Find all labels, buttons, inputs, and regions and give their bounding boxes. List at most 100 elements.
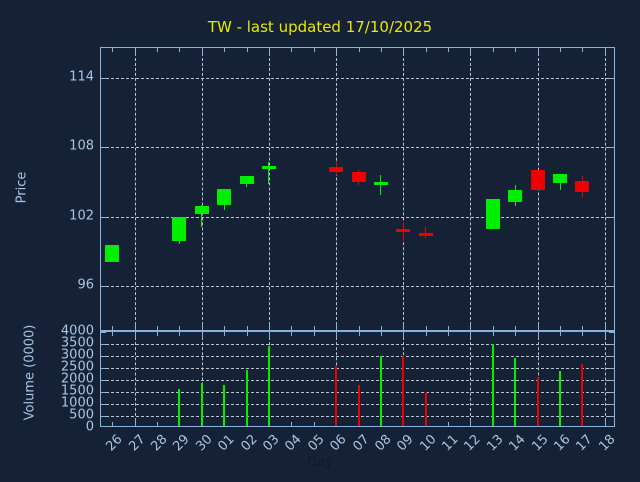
price-gridline-vertical (604, 48, 606, 330)
candle-body (508, 190, 523, 202)
price-axis-tick (609, 216, 614, 218)
day-axis-title: Day (307, 455, 333, 470)
price-x-tick (336, 323, 338, 330)
volume-x-tick-top (112, 332, 114, 336)
candle-body (530, 170, 545, 190)
volume-plot-area (100, 331, 615, 427)
volume-gridline (101, 356, 614, 357)
candle-body (485, 199, 500, 230)
volume-gridline (101, 380, 614, 381)
price-x-tick-top (134, 48, 136, 55)
volume-axis-tick (101, 404, 106, 405)
candle-body (553, 173, 568, 184)
volume-x-tick-top (470, 332, 472, 339)
price-gridline-vertical (201, 48, 203, 330)
price-x-tick (291, 326, 293, 330)
volume-x-tick-top (156, 332, 158, 336)
volume-bar (402, 356, 405, 426)
volume-axis-tick-labels: 4000 3500 3000 2500 2000 1500 1000 500 0 (20, 324, 94, 435)
volume-axis-tick-right (609, 392, 614, 393)
volume-axis-tick (101, 368, 106, 369)
volume-gridline-vertical (470, 332, 472, 426)
volume-tick-label: 1000 (60, 395, 94, 411)
price-x-tick-top (336, 48, 338, 55)
price-axis-title: Price (14, 171, 30, 204)
volume-x-tick-top (403, 332, 405, 339)
volume-bar (581, 363, 584, 426)
volume-tick-label: 2000 (60, 371, 94, 387)
volume-x-tick-top (604, 332, 606, 339)
candle-body (172, 216, 187, 241)
volume-x-tick-top (537, 332, 539, 339)
volume-bar (514, 357, 517, 426)
price-gridline-vertical (336, 48, 338, 330)
price-axis-tick (101, 285, 106, 287)
price-x-tick (358, 326, 360, 330)
price-gridline-vertical (268, 48, 270, 330)
price-x-tick-top (224, 48, 226, 52)
price-x-tick-top (313, 48, 315, 52)
volume-x-tick-top (515, 332, 517, 336)
volume-x-tick-top (268, 332, 270, 339)
price-x-tick-top (201, 48, 203, 55)
volume-x-tick (291, 422, 293, 426)
volume-gridline-vertical (134, 332, 136, 426)
price-x-tick (403, 323, 405, 330)
volume-x-tick-top (179, 332, 181, 336)
volume-x-tick (470, 419, 472, 426)
volume-bar (536, 378, 539, 426)
price-x-tick-top (358, 48, 360, 52)
volume-x-tick-top (560, 332, 562, 336)
volume-axis-tick-right (609, 416, 614, 417)
volume-x-tick (134, 419, 136, 426)
price-x-tick (492, 326, 494, 330)
price-tick-label: 114 (69, 69, 94, 85)
volume-tick-label: 500 (69, 407, 94, 423)
volume-x-tick-top (201, 332, 203, 339)
candle-body (396, 229, 411, 233)
price-gridline (101, 78, 614, 80)
volume-axis-tick-right (609, 380, 614, 381)
volume-gridline-vertical (604, 332, 606, 426)
price-x-tick-top (425, 48, 427, 52)
candle-body (351, 171, 366, 182)
price-gridline (101, 216, 614, 218)
price-x-tick (313, 326, 315, 330)
volume-bar (200, 382, 203, 426)
volume-axis-tick (101, 380, 106, 381)
volume-bar (223, 385, 226, 426)
volume-bar (335, 366, 338, 426)
volume-bar (245, 369, 248, 426)
price-x-tick-top (604, 48, 606, 55)
candle-body (418, 232, 433, 236)
price-x-tick (582, 326, 584, 330)
price-x-tick-top (156, 48, 158, 52)
volume-axis-tick-right (609, 344, 614, 345)
volume-bar (559, 370, 562, 426)
volume-x-tick-top (291, 332, 293, 336)
price-x-tick (604, 323, 606, 330)
volume-gridline-vertical (201, 332, 203, 426)
volume-axis-tick (101, 416, 106, 417)
volume-axis-tick-right (609, 332, 614, 333)
price-x-tick-top (380, 48, 382, 52)
volume-x-tick-top (246, 332, 248, 336)
candle-body (329, 166, 344, 172)
candle-body (194, 206, 209, 215)
price-axis-tick (609, 78, 614, 80)
volume-tick-label: 1500 (60, 383, 94, 399)
volume-x-tick (313, 422, 315, 426)
price-tick-label: 102 (69, 208, 94, 224)
volume-tick-label: 0 (85, 419, 94, 435)
price-axis-tick (609, 147, 614, 149)
volume-x-tick-top (492, 332, 494, 336)
price-x-tick (134, 323, 136, 330)
volume-tick-label: 3000 (60, 347, 94, 363)
price-tick-label: 96 (77, 277, 94, 293)
price-x-tick (425, 326, 427, 330)
volume-bar (491, 344, 494, 426)
volume-bar (424, 392, 427, 426)
volume-tick-label: 3500 (60, 335, 94, 351)
volume-bar (267, 345, 270, 426)
